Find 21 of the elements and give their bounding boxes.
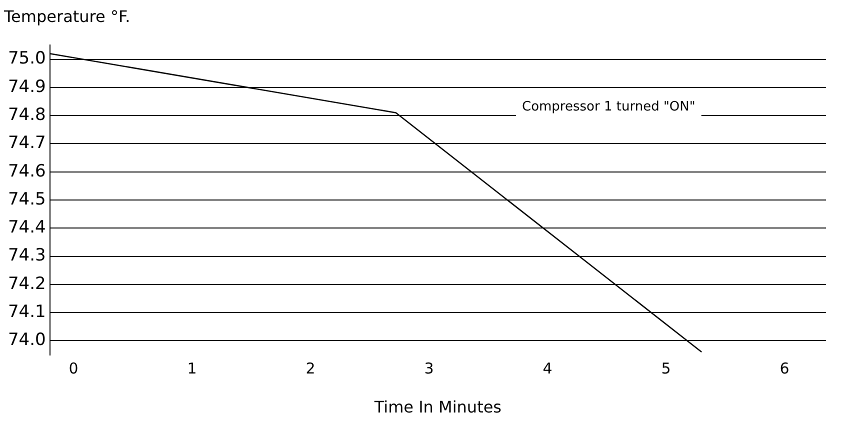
x-tick-label: 0 bbox=[68, 360, 78, 378]
x-tick-label: 1 bbox=[187, 360, 197, 378]
y-tick-label: 74.3 bbox=[8, 246, 46, 266]
y-tick-label: 74.4 bbox=[8, 218, 46, 238]
y-tick-label: 74.6 bbox=[8, 161, 46, 182]
x-tick-label: 2 bbox=[306, 360, 316, 378]
y-tick-label: 74.1 bbox=[8, 302, 46, 322]
y-tick-label: 74.0 bbox=[8, 330, 46, 350]
chart-title: Temperature °F. bbox=[3, 6, 130, 26]
annotation: Compressor 1 turned "ON" bbox=[522, 99, 696, 114]
y-tick-label: 74.8 bbox=[8, 104, 46, 125]
y-tick-label: 74.9 bbox=[8, 76, 46, 97]
y-tick-label: 74.5 bbox=[8, 189, 46, 210]
y-tick-label: 74.2 bbox=[8, 274, 46, 294]
x-axis-title: Time In Minutes bbox=[373, 398, 502, 417]
x-tick-label: 5 bbox=[661, 360, 671, 378]
y-tick-label: 74.7 bbox=[8, 133, 46, 154]
x-tick-label: 4 bbox=[542, 360, 552, 378]
y-tick-label: 75.0 bbox=[8, 48, 46, 69]
x-tick-label: 6 bbox=[780, 360, 790, 378]
x-tick-label: 3 bbox=[424, 360, 434, 378]
